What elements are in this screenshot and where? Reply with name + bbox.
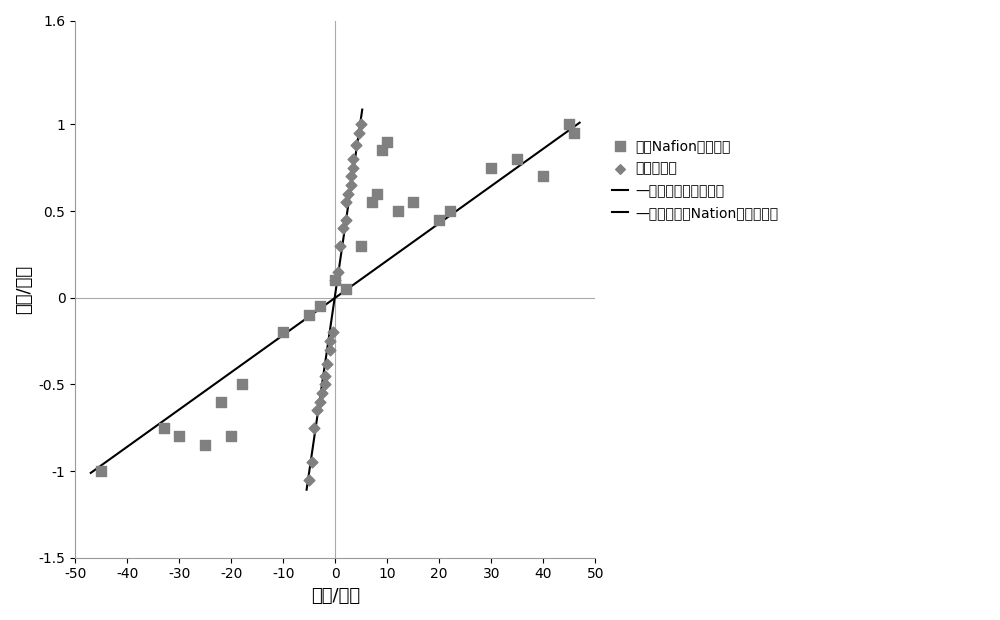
—线性（未处理碳纸）: [303, 471, 315, 478]
浸渏Nafion溶液碳纸: [327, 275, 343, 285]
天处理碳纸: [351, 128, 367, 138]
浸渏Nafion溶液碳纸: [156, 423, 172, 433]
Legend: 浸渏Nafion溶液碳纸, 天处理碳纸, —线性（未处理碳纸）, —线性（浸渏Nation溶液碳纸）: 浸渏Nafion溶液碳纸, 天处理碳纸, —线性（未处理碳纸）, —线性（浸渏N…: [607, 135, 782, 224]
浸渏Nafion溶液碳纸: [275, 327, 291, 337]
—线性（未处理碳纸）: [315, 385, 327, 392]
浸渏Nafion溶液碳纸: [301, 310, 317, 320]
Line: —线性（未处理碳纸）: —线性（未处理碳纸）: [307, 110, 362, 490]
浸渏Nafion溶液碳纸: [561, 120, 577, 130]
浸渏Nafion溶液碳纸: [431, 215, 447, 225]
天处理碳纸: [322, 345, 338, 355]
天处理碳纸: [338, 198, 354, 208]
浸渏Nafion溶液碳纸: [312, 301, 328, 311]
天处理碳纸: [343, 180, 359, 190]
天处理碳纸: [345, 154, 361, 164]
—线性（浸渏Nation溶液碳纸）: [114, 448, 126, 456]
浸渏Nafion溶液碳纸: [405, 198, 421, 208]
天处理碳纸: [317, 379, 333, 389]
浸渏Nafion溶液碳纸: [379, 137, 395, 147]
浸渏Nafion溶液碳纸: [374, 146, 390, 156]
浸渏Nafion溶液碳纸: [213, 397, 229, 407]
—线性（未处理碳纸）: [356, 106, 368, 113]
天处理碳纸: [327, 275, 343, 285]
浸渏Nafion溶液碳纸: [566, 128, 582, 138]
浸渏Nafion溶液碳纸: [223, 432, 239, 441]
天处理碳纸: [314, 388, 330, 398]
—线性（未处理碳纸）: [301, 486, 313, 494]
浸渏Nafion溶液碳纸: [171, 432, 187, 441]
天处理碳纸: [345, 163, 361, 173]
天处理碳纸: [317, 371, 333, 381]
浸渏Nafion溶液碳纸: [93, 466, 109, 476]
天处理碳纸: [319, 358, 335, 368]
X-axis label: 电流/毫安: 电流/毫安: [311, 587, 360, 605]
浸渏Nafion溶液碳纸: [535, 172, 551, 182]
浸渏Nafion溶液碳纸: [197, 440, 213, 450]
天处理碳纸: [340, 189, 356, 199]
浸渏Nafion溶液碳纸: [364, 198, 380, 208]
浸渏Nafion溶液碳纸: [353, 241, 369, 250]
天处理碳纸: [335, 223, 351, 233]
天处理碳纸: [304, 458, 320, 467]
天处理碳纸: [332, 241, 348, 250]
天处理碳纸: [325, 327, 341, 337]
—线性（未处理碳纸）: [304, 463, 316, 471]
天处理碳纸: [322, 336, 338, 346]
天处理碳纸: [312, 397, 328, 407]
—线性（未处理碳纸）: [351, 138, 363, 146]
浸渏Nafion溶液碳纸: [509, 154, 525, 164]
Y-axis label: 电压/伏特: 电压/伏特: [15, 265, 33, 314]
天处理碳纸: [348, 140, 364, 150]
—线性（浸渏Nation溶液碳纸）: [574, 119, 586, 126]
浸渏Nafion溶液碳纸: [234, 379, 250, 389]
—线性（浸渏Nation溶液碳纸）: [85, 469, 97, 477]
—线性（浸渏Nation溶液碳纸）: [549, 136, 561, 144]
浸渏Nafion溶液碳纸: [338, 284, 354, 294]
Line: —线性（浸渏Nation溶液碳纸）: —线性（浸渏Nation溶液碳纸）: [91, 123, 580, 473]
—线性（浸渏Nation溶液碳纸）: [104, 455, 116, 463]
天处理碳纸: [306, 423, 322, 433]
天处理碳纸: [309, 405, 325, 415]
—线性（浸渏Nation溶液碳纸）: [532, 149, 544, 156]
浸渏Nafion溶液碳纸: [369, 189, 385, 199]
天处理碳纸: [353, 120, 369, 130]
—线性（浸渏Nation溶液碳纸）: [215, 376, 227, 383]
—线性（未处理碳纸）: [311, 415, 323, 423]
天处理碳纸: [338, 215, 354, 225]
—线性（未处理碳纸）: [353, 125, 365, 133]
浸渏Nafion溶液碳纸: [390, 206, 406, 216]
浸渏Nafion溶液碳纸: [483, 163, 499, 173]
天处理碳纸: [301, 475, 317, 485]
天处理碳纸: [343, 172, 359, 182]
浸渏Nafion溶液碳纸: [442, 206, 458, 216]
—线性（浸渏Nation溶液碳纸）: [176, 404, 188, 412]
天处理碳纸: [330, 267, 346, 277]
